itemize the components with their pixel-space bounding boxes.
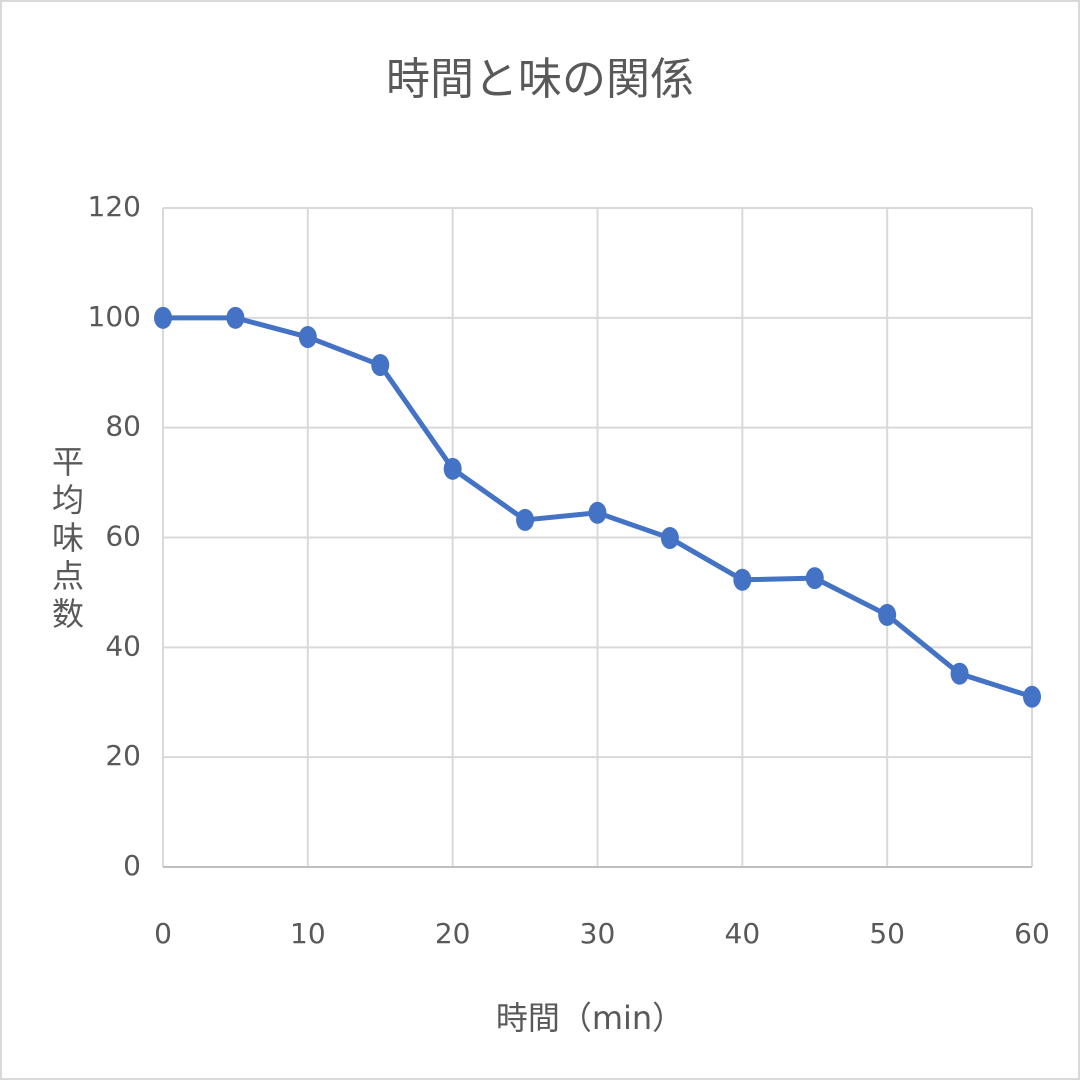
x-tick-label: 40 xyxy=(725,917,761,950)
data-point xyxy=(298,326,317,349)
data-point xyxy=(878,603,897,626)
data-point xyxy=(660,527,679,550)
y-tick-label: 120 xyxy=(88,190,141,223)
data-point xyxy=(588,501,607,524)
data-point xyxy=(443,457,462,480)
data-point xyxy=(516,508,535,531)
data-point xyxy=(805,567,824,590)
x-axis-label: 時間（min） xyxy=(496,999,684,1037)
y-tick-label: 20 xyxy=(105,739,141,772)
y-tick-label: 80 xyxy=(105,410,141,443)
data-point xyxy=(1023,685,1041,708)
y-tick-label: 0 xyxy=(123,849,141,882)
x-tick-label: 50 xyxy=(869,917,905,950)
y-tick-label: 60 xyxy=(105,520,141,553)
x-tick-label: 30 xyxy=(580,917,616,950)
y-tick-label: 40 xyxy=(105,629,141,662)
x-tick-label: 10 xyxy=(290,917,326,950)
data-point xyxy=(226,306,245,329)
chart-title: 時間と味の関係 xyxy=(386,54,694,105)
data-point xyxy=(733,568,752,591)
y-tick-label: 100 xyxy=(88,300,141,333)
data-point xyxy=(154,306,172,329)
data-point xyxy=(371,354,390,377)
x-tick-label: 0 xyxy=(154,917,172,950)
data-point xyxy=(950,662,969,685)
x-tick-label: 60 xyxy=(1014,917,1050,950)
x-tick-label: 20 xyxy=(435,917,471,950)
y-axis-label: 平均味点数 xyxy=(47,445,85,635)
